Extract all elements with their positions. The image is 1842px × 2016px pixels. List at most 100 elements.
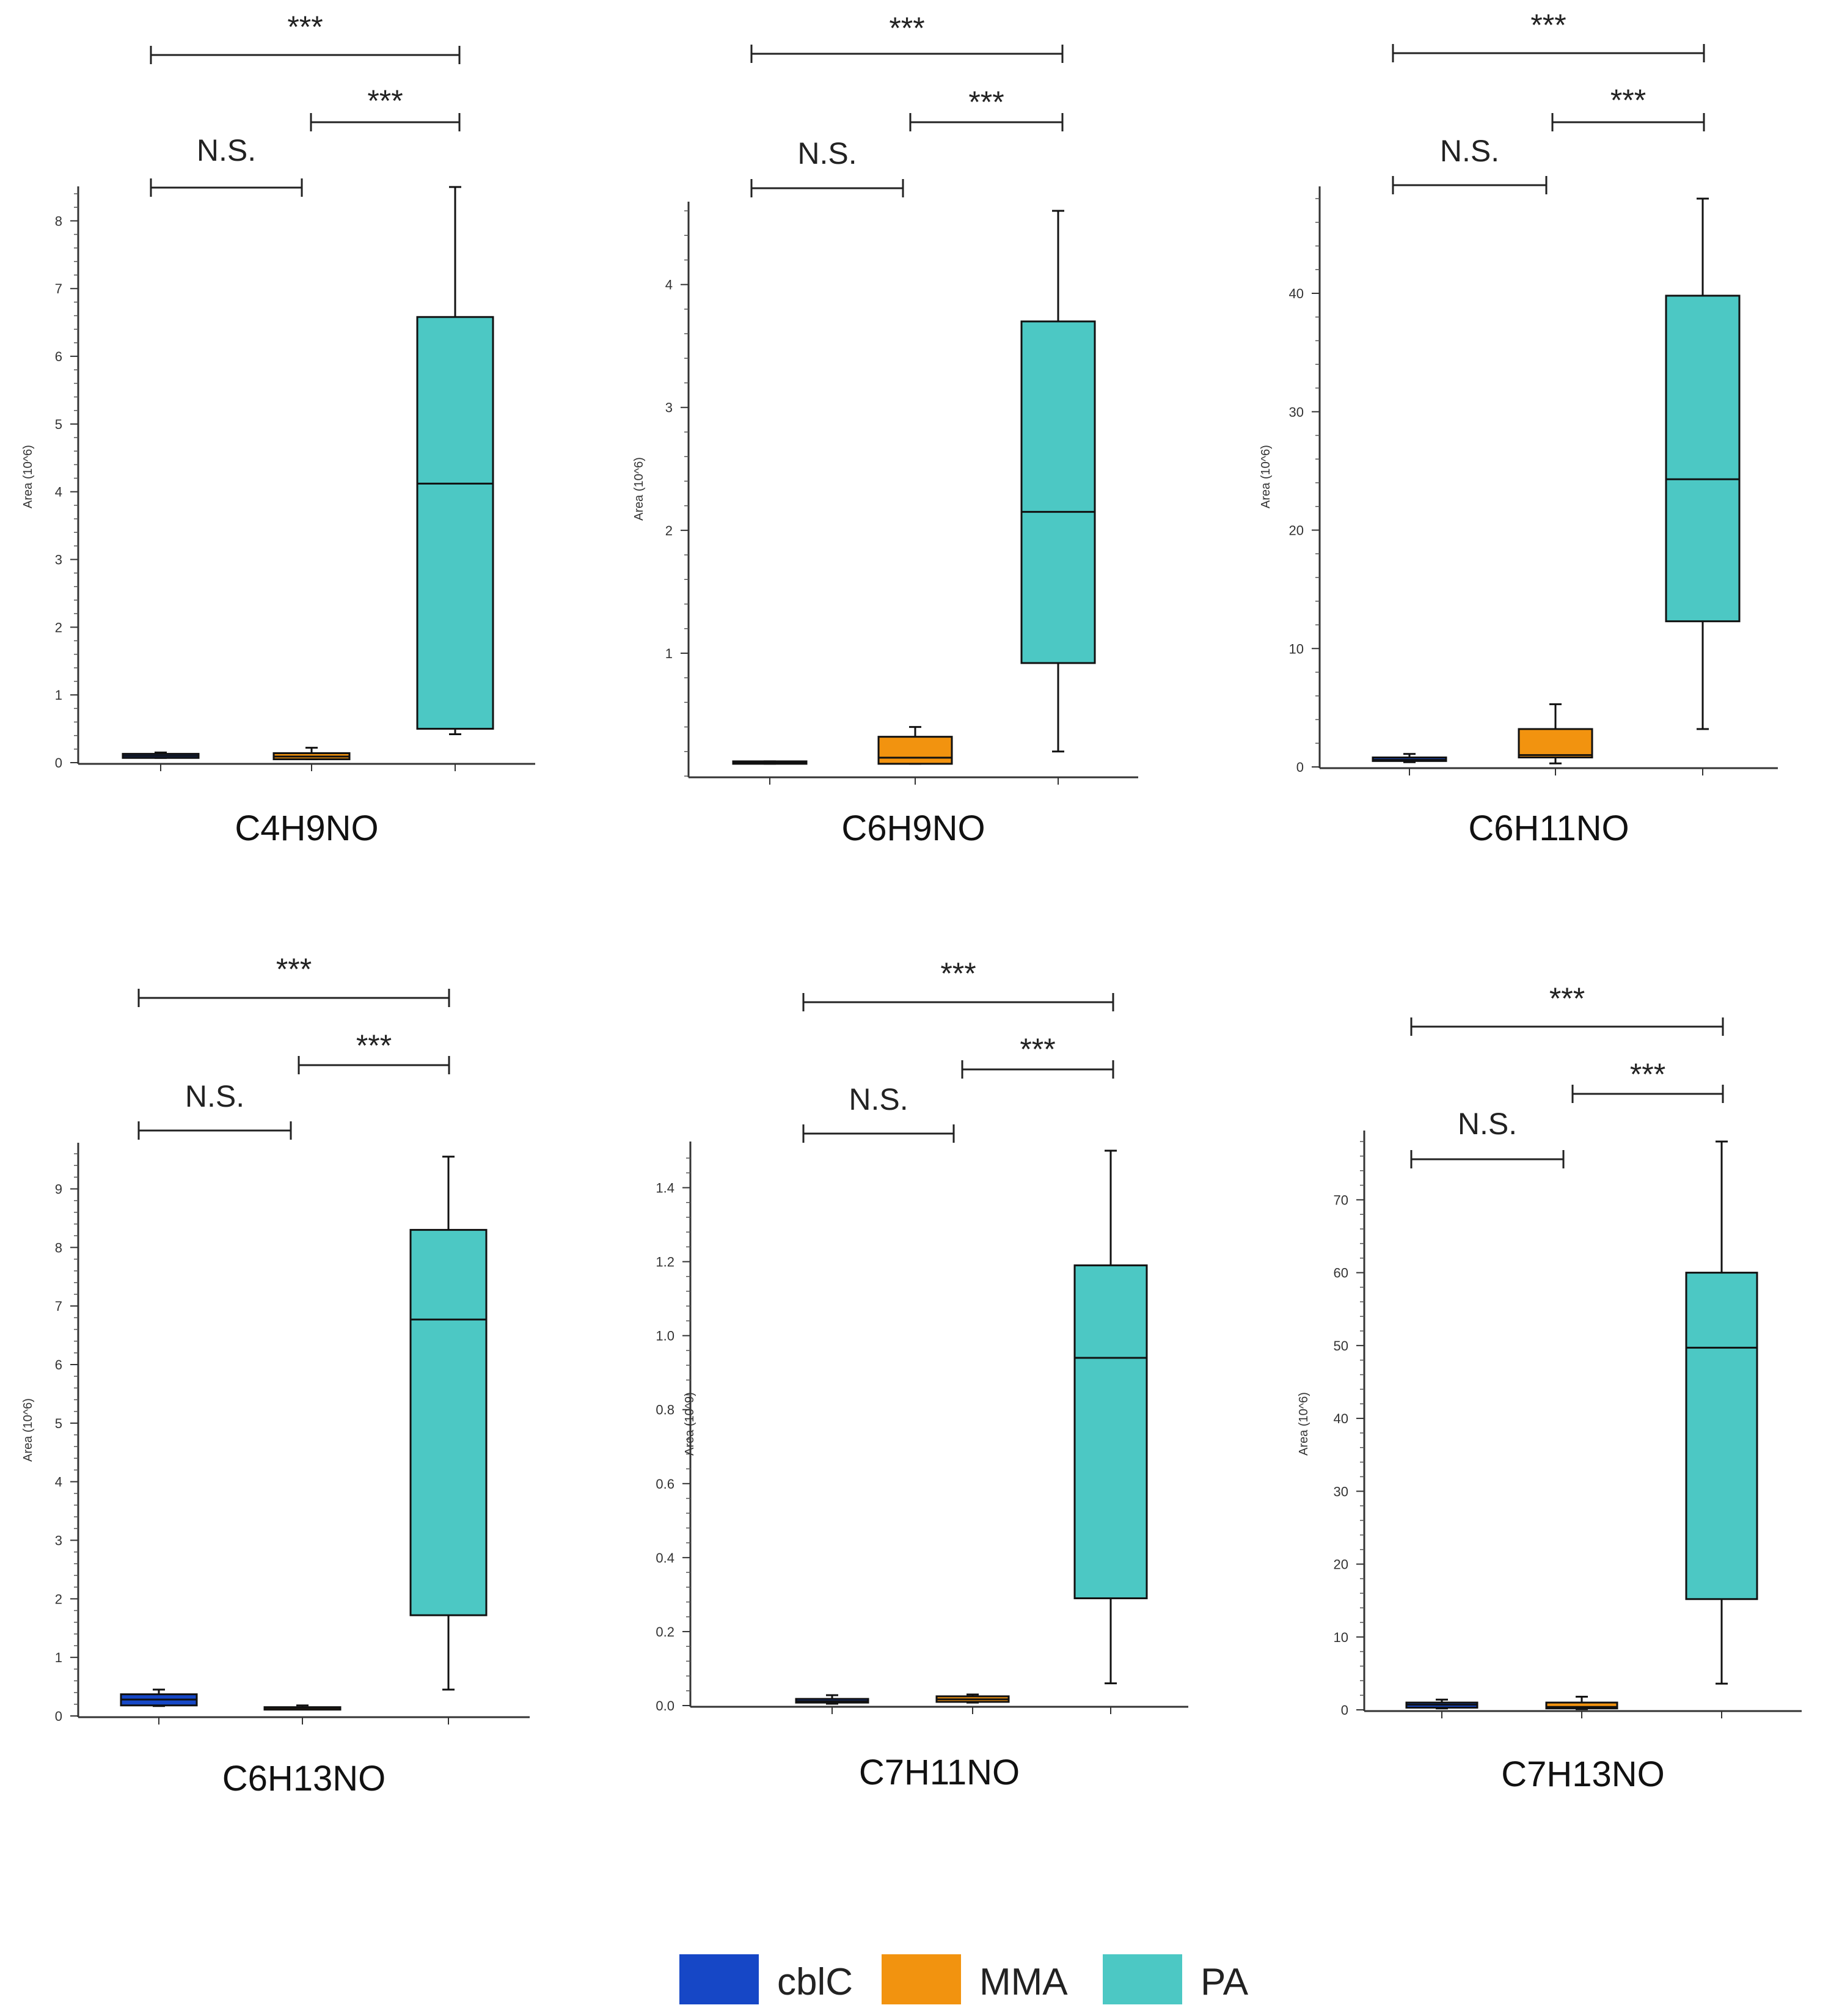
y-tick-label: 20 [1334, 1557, 1348, 1572]
y-axis-label: Area (10^6) [632, 457, 646, 521]
y-tick-label: 0.6 [656, 1476, 674, 1492]
y-tick-label: 5 [55, 417, 62, 432]
chart-panel-c7h11no: 0.0 0.2 0.4 0.6 0.8 1.0 1.2 1.4 Area (10^9) N.S. *… [656, 956, 1188, 1792]
y-tick-label: 30 [1289, 405, 1304, 420]
box-mma [1518, 703, 1593, 764]
y-tick-label: 1 [665, 646, 673, 661]
significance-label: N.S. [185, 1079, 244, 1113]
y-tick-label: 2 [55, 1591, 62, 1607]
box-cblc [120, 1688, 198, 1707]
y-tick-label: 4 [55, 1475, 62, 1490]
y-tick-label: 0 [55, 755, 62, 771]
significance-bracket: *** [802, 956, 1114, 1011]
significance-bracket: *** [1571, 1057, 1724, 1103]
chart-title: C6H9NO [841, 808, 985, 848]
box-mma [263, 1704, 342, 1711]
significance-label: N.S. [197, 133, 256, 167]
legend-label-mma: MMA [979, 1961, 1068, 2003]
box-pa [1073, 1149, 1148, 1685]
box-iqr [416, 316, 494, 730]
chart-title: C7H13NO [1501, 1754, 1665, 1794]
significance-bracket: *** [298, 1028, 450, 1074]
box-iqr [1518, 728, 1593, 758]
y-tick-label: 40 [1334, 1411, 1348, 1426]
box-cblc [795, 1694, 869, 1705]
significance-label: N.S. [1458, 1107, 1517, 1141]
legend-swatch-pa [1103, 1954, 1182, 2004]
y-tick-label: 3 [665, 400, 673, 416]
y-tick-label: 40 [1289, 286, 1304, 301]
box-pa [416, 186, 494, 735]
legend-label-pa: PA [1201, 1961, 1249, 2003]
box-iqr [409, 1229, 488, 1616]
y-tick-label: 60 [1334, 1266, 1348, 1281]
box-iqr [1545, 1701, 1618, 1710]
legend-item-pa: PA [1103, 1954, 1286, 2006]
box-pa [1665, 197, 1741, 730]
significance-bracket: N.S. [1392, 134, 1548, 194]
box-mma [1545, 1696, 1618, 1710]
significance-label: *** [1549, 981, 1585, 1016]
box-cblc [1372, 753, 1447, 763]
box-iqr [1685, 1272, 1758, 1600]
box-iqr [1073, 1264, 1148, 1599]
y-tick-label: 2 [665, 523, 673, 538]
significance-bracket: N.S. [1410, 1107, 1565, 1168]
chart-panel-c6h13no: 0 1 2 3 4 5 6 7 8 9 Area (10^6) N.S. *** *** C6H13NO [21, 952, 530, 1798]
significance-label: *** [1630, 1057, 1665, 1091]
y-axis-label: Area (10^6) [21, 445, 35, 508]
legend-item-mma: MMA [882, 1954, 1126, 2006]
significance-bracket: *** [1551, 83, 1705, 131]
box-mma [272, 747, 351, 760]
y-tick-label: 0 [1296, 760, 1304, 775]
legend-swatch-cblc [679, 1954, 759, 2004]
significance-bracket: N.S. [750, 136, 904, 197]
significance-bracket: *** [310, 84, 461, 131]
y-axis-label: Area (10^9) [683, 1392, 696, 1456]
significance-label: N.S. [1440, 134, 1499, 168]
significance-bracket: *** [750, 11, 1064, 63]
chart-title: C6H11NO [1468, 808, 1629, 848]
y-tick-label: 0.8 [656, 1402, 674, 1418]
chart-panel-c4h9no: 0 1 2 3 4 5 6 7 8 Area (10^6) N.S. *** *** C4H9NO [21, 10, 535, 848]
significance-label: *** [276, 952, 312, 986]
significance-label: *** [1610, 83, 1646, 117]
significance-label: *** [287, 10, 323, 44]
chart-panel-c7h13no: 0 10 20 30 40 50 60 70 Area (10^6) N.S. *** *** C7H1… [1297, 981, 1802, 1794]
significance-bracket: *** [150, 10, 461, 64]
significance-label: N.S. [849, 1082, 908, 1116]
significance-label: *** [356, 1028, 392, 1063]
y-tick-label: 9 [55, 1182, 62, 1197]
box-mma [935, 1693, 1010, 1704]
box-iqr [877, 736, 953, 765]
legend-item-cblc: cblC [679, 1954, 924, 2006]
y-axis-label: Area (10^6) [1259, 445, 1273, 508]
significance-label: *** [940, 956, 976, 991]
box-pa [1685, 1140, 1758, 1685]
significance-label: N.S. [797, 136, 857, 170]
y-tick-label: 1 [55, 1650, 62, 1665]
y-tick-label: 0 [55, 1709, 62, 1724]
significance-bracket: *** [961, 1032, 1114, 1079]
y-tick-label: 3 [55, 1533, 62, 1549]
y-tick-label: 0.2 [656, 1624, 674, 1640]
y-tick-label: 6 [55, 349, 62, 364]
y-tick-label: 2 [55, 620, 62, 635]
box-cblc [122, 751, 200, 759]
significance-bracket: *** [137, 952, 450, 1007]
significance-label: *** [1020, 1032, 1055, 1066]
y-tick-label: 10 [1289, 641, 1304, 656]
y-tick-label: 7 [55, 1299, 62, 1314]
y-tick-label: 8 [55, 213, 62, 229]
box-iqr [1020, 320, 1096, 664]
significance-bracket: *** [1392, 8, 1705, 62]
significance-bracket: N.S. [802, 1082, 955, 1143]
box-cblc [732, 760, 808, 765]
chart-title: C7H11NO [859, 1753, 1020, 1792]
y-tick-label: 1.2 [656, 1255, 674, 1270]
y-tick-label: 1.4 [656, 1181, 674, 1196]
y-tick-label: 6 [55, 1357, 62, 1373]
y-tick-label: 4 [665, 277, 673, 293]
y-tick-label: 1 [55, 687, 62, 703]
